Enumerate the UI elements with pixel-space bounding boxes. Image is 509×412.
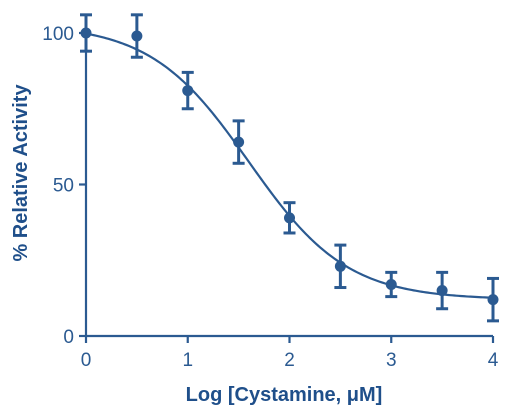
y-axis: 0 50 100 (42, 18, 88, 348)
x-axis-title: Log [Cystamine, μM] (186, 384, 383, 406)
data-point (487, 294, 499, 306)
x-tick-label: 3 (386, 350, 397, 371)
x-tick-label: 2 (284, 350, 295, 371)
data-point (233, 136, 245, 148)
x-tick-label: 1 (182, 350, 193, 371)
y-tick-label: 0 (63, 327, 74, 348)
y-tick-label: 100 (42, 24, 74, 45)
data-point (182, 85, 194, 97)
data-point (436, 285, 448, 297)
x-axis: 0 1 2 3 4 (81, 334, 499, 371)
y-tick-label: 50 (53, 176, 74, 197)
data-point (80, 27, 92, 39)
y-axis-title: % Relative Activity (10, 84, 32, 262)
x-tick-label: 4 (488, 350, 499, 371)
fit-curve (85, 32, 494, 299)
x-tick-label: 0 (81, 350, 92, 371)
data-point (334, 260, 346, 272)
y-ticks: 0 50 100 (42, 24, 86, 348)
data-point (284, 212, 295, 224)
data-point (131, 30, 143, 42)
data-points (80, 13, 499, 323)
x-ticks: 0 1 2 3 4 (81, 336, 499, 371)
data-point (385, 278, 397, 290)
